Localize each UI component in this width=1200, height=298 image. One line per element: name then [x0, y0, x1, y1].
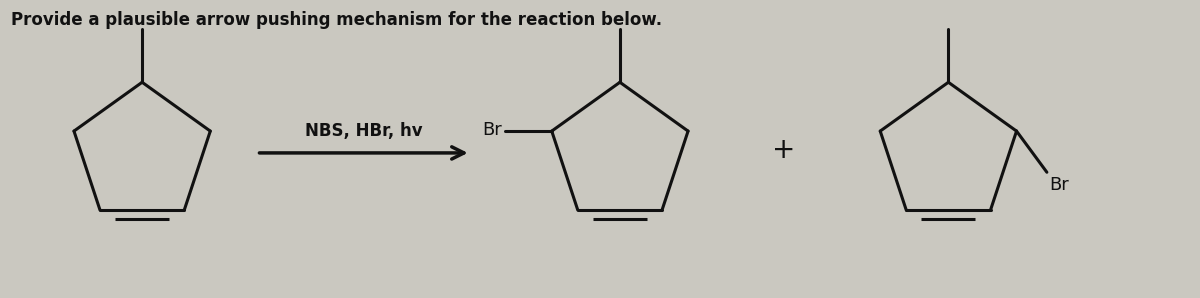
Text: +: + [773, 136, 796, 164]
Text: NBS, HBr, hv: NBS, HBr, hv [305, 122, 422, 140]
Text: Br: Br [482, 121, 502, 139]
Text: Provide a plausible arrow pushing mechanism for the reaction below.: Provide a plausible arrow pushing mechan… [11, 11, 662, 29]
Text: Br: Br [1049, 176, 1069, 194]
